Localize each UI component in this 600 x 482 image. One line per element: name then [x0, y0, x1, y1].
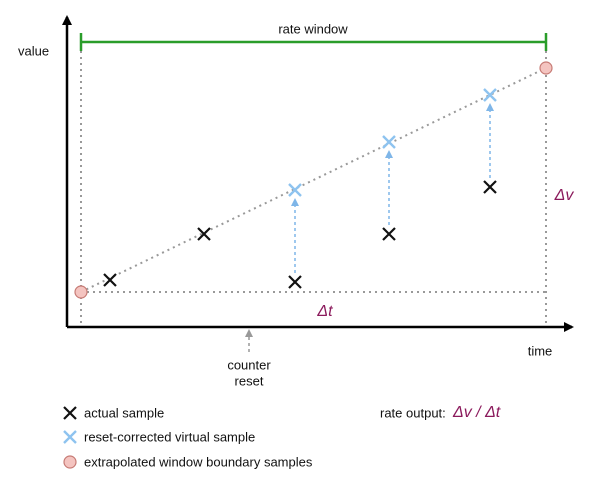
legend-symbol	[63, 455, 77, 469]
correction-arrows	[291, 103, 494, 273]
actual-samples	[102, 179, 498, 290]
legend-entry: reset-corrected virtual sample	[84, 429, 255, 444]
virtual-samples	[287, 87, 498, 198]
rate-output-label: rate output:	[380, 405, 446, 420]
boundary-sample	[539, 61, 553, 75]
legend-symbol	[62, 405, 78, 421]
delta-t: Δt	[316, 303, 333, 320]
window-label: rate window	[278, 21, 348, 36]
guides	[80, 51, 547, 327]
rate-output-formula: Δv / Δt	[452, 404, 501, 421]
legend-symbol	[62, 429, 78, 445]
annotation: counter	[227, 357, 271, 372]
y-axis-label: value	[18, 43, 49, 58]
legend-entry: actual sample	[84, 405, 164, 420]
legend-entry: extrapolated window boundary samples	[84, 454, 313, 469]
annotation: reset	[235, 373, 264, 388]
delta-v: Δv	[554, 187, 575, 204]
boundary-sample	[74, 285, 88, 299]
x-axis-label: time	[528, 343, 553, 358]
